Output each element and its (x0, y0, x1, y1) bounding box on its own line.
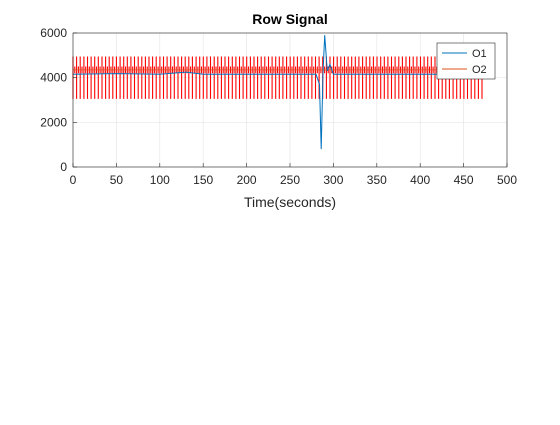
x-tick-label: 200 (237, 173, 257, 187)
x-tick-label: 500 (497, 173, 517, 187)
x-tick-label: 150 (193, 173, 213, 187)
x-tick-label: 0 (70, 173, 77, 187)
x-tick-label: 400 (410, 173, 430, 187)
y-tick-label: 0 (60, 160, 67, 174)
x-tick-label: 250 (280, 173, 300, 187)
x-tick-label: 450 (454, 173, 474, 187)
legend-entry: O1 (472, 48, 487, 60)
y-tick-label: 4000 (40, 71, 67, 85)
x-tick-label: 100 (150, 173, 170, 187)
x-tick-label: 50 (110, 173, 124, 187)
legend-entry: O2 (472, 64, 487, 76)
y-tick-label: 2000 (40, 115, 67, 129)
y-tick-label: 6000 (40, 26, 67, 40)
x-tick-label: 350 (367, 173, 387, 187)
x-axis-label: Time(seconds) (244, 194, 336, 210)
x-tick-label: 300 (323, 173, 343, 187)
chart-title: Row Signal (252, 11, 327, 27)
